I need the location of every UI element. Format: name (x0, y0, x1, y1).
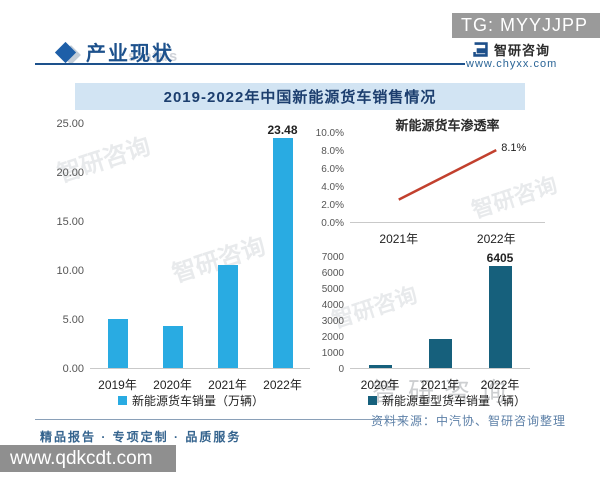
data-source-text: 资料来源：中汽协、智研咨询整理 (370, 414, 566, 428)
bar (162, 325, 183, 368)
ytick: 4000 (321, 299, 344, 311)
zhiyan-logo-icon (473, 42, 488, 57)
header-divider (35, 63, 465, 65)
truck-sales-bar-chart: 25.00 20.00 15.00 10.00 5.00 0.00 2019年 2020年 20… (56, 118, 310, 392)
baseline (90, 368, 310, 369)
brand-site-url: www.chyxx.com (466, 58, 558, 70)
dlabel: 23.48 (267, 122, 298, 137)
tg-handle-bar: TG: MYYJJPP (452, 13, 600, 38)
ytick: 10.00 (56, 264, 84, 277)
xlabel: 2019年 (98, 378, 137, 392)
xlabel: 2022年 (263, 378, 302, 392)
xlabel: 2021年 (208, 378, 247, 392)
xlabel: 2021年 (420, 378, 460, 392)
xlabel: 2021年 (379, 232, 419, 246)
xlabel: 2022年 (480, 378, 520, 392)
ytick: 15.00 (56, 215, 84, 228)
baseline (350, 368, 530, 369)
ytick: 8.0% (321, 145, 344, 157)
ytick: 1000 (321, 347, 344, 359)
site-url-bar: www.qdkcdt.com (0, 445, 176, 472)
page-title: 产业现状 (86, 43, 174, 65)
xlabel: 2022年 (476, 232, 516, 246)
ctitle: 新能源货车渗透率 (395, 118, 500, 133)
ytick: 2.0% (321, 199, 344, 211)
chart-banner: 2019-2022年中国新能源货车销售情况 (75, 83, 525, 110)
legend-label: 新能源重型货车销量（辆） (382, 394, 527, 408)
services-text: 精品报告 · 专项定制 · 品质服务 (40, 430, 242, 444)
truck-sales-legend: 新能源货车销量（万辆） (118, 392, 264, 409)
legend-swatch (368, 396, 377, 405)
status-watermark: status (128, 48, 179, 65)
bar (368, 364, 392, 368)
bar (217, 265, 238, 368)
footer-divider (35, 419, 403, 420)
brand-block: 智研咨询 (472, 40, 550, 59)
ytick: 0 (338, 363, 344, 375)
xlabel: 2020年 (153, 378, 192, 392)
ytick: 3000 (321, 315, 344, 327)
trend-line (398, 148, 497, 201)
dlabel: 6405 (486, 250, 514, 265)
ytick: 7000 (321, 251, 344, 263)
ytick: 6.0% (321, 163, 344, 175)
xlabel: 2020年 (360, 378, 400, 392)
ytick: 0.0% (321, 217, 344, 229)
tg-handle-text: TG: MYYJJPP (461, 15, 589, 35)
ytick: 5000 (321, 283, 344, 295)
ytick: 6000 (321, 267, 344, 279)
heavy-truck-legend: 新能源重型货车销量（辆） (368, 392, 526, 409)
chart-banner-title: 2019-2022年中国新能源货车销售情况 (163, 89, 437, 106)
ytick: 10.0% (315, 127, 344, 139)
site-url-text: www.qdkcdt.com (10, 448, 153, 469)
linelabel: 8.1% (501, 142, 527, 155)
ytick: 25.00 (56, 117, 84, 130)
bar (107, 319, 128, 368)
ytick: 20.00 (56, 166, 84, 179)
baseline (350, 222, 545, 223)
heavy-truck-bar-chart: 7000 6000 5000 4000 3000 2000 1000 0 2020年 2021年 2… (322, 251, 530, 392)
brand-name: 智研咨询 (494, 43, 551, 58)
penetration-line-chart: 新能源货车渗透率 10.0% 8.0% 6.0% 4.0% 2.0% 0.0% 2021年 20… (316, 118, 545, 246)
bar (428, 339, 452, 368)
ytick: 2000 (321, 331, 344, 343)
legend-label: 新能源货车销量（万辆） (132, 394, 265, 408)
bar (488, 265, 512, 368)
ytick: 4.0% (321, 181, 344, 193)
ytick: 0.00 (62, 362, 84, 375)
legend-swatch (118, 396, 127, 405)
bar (272, 137, 293, 368)
ytick: 5.00 (62, 313, 84, 326)
